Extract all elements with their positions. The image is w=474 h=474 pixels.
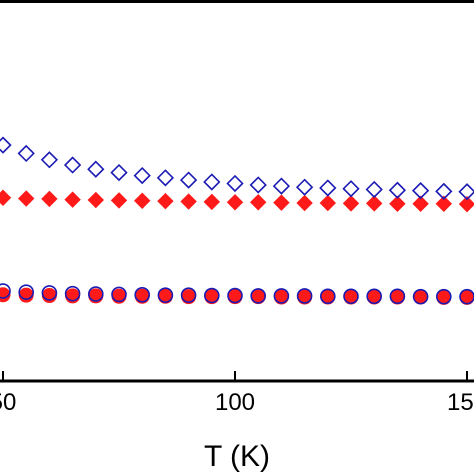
data-point	[110, 163, 128, 182]
x-tick-label: 150	[447, 389, 474, 416]
data-point	[180, 287, 197, 303]
data-point	[250, 288, 267, 304]
data-point	[226, 174, 244, 193]
x-axis-ticks: 50100150200250	[0, 371, 474, 416]
data-point	[296, 288, 313, 304]
data-point	[0, 189, 12, 206]
data-point	[365, 195, 383, 212]
data-point	[0, 136, 12, 154]
data-point	[110, 192, 128, 209]
data-point	[203, 173, 221, 191]
data-point	[133, 192, 151, 209]
data-point	[435, 288, 452, 305]
data-point	[40, 151, 59, 169]
data-point	[41, 190, 58, 208]
data-point	[88, 286, 104, 302]
plot-area	[0, 136, 474, 305]
data-point	[63, 156, 82, 174]
data-point	[41, 285, 58, 301]
data-point	[319, 194, 337, 212]
x-tick-label: 50	[0, 389, 16, 416]
data-point	[342, 195, 360, 212]
data-point	[134, 286, 150, 303]
data-point	[179, 171, 198, 189]
data-point	[227, 287, 243, 304]
data-point	[366, 288, 383, 305]
data-point	[319, 179, 337, 197]
data-point	[226, 194, 244, 211]
data-point	[17, 144, 35, 163]
data-point	[458, 195, 474, 213]
data-point	[18, 284, 35, 300]
data-point	[342, 180, 360, 198]
data-point	[156, 169, 175, 187]
data-point	[87, 191, 105, 209]
data-point	[249, 176, 267, 194]
data-point	[343, 288, 359, 305]
data-point	[296, 194, 313, 212]
data-point	[87, 160, 105, 178]
data-point	[273, 194, 290, 211]
data-point	[389, 288, 406, 305]
data-point	[0, 283, 11, 299]
data-point	[411, 181, 430, 200]
data-point	[435, 195, 453, 212]
data-point	[180, 193, 197, 210]
x-tick-label: 100	[215, 389, 255, 416]
data-point	[272, 177, 291, 195]
data-point	[458, 183, 474, 201]
data-point	[18, 287, 34, 303]
data-markers	[0, 136, 474, 305]
data-point	[435, 182, 453, 201]
data-point	[273, 288, 290, 304]
data-point	[64, 285, 81, 302]
data-point	[389, 195, 406, 212]
data-point	[64, 191, 81, 208]
x-axis-label: T (K)	[204, 440, 270, 473]
data-point	[204, 287, 220, 304]
data-point	[133, 166, 151, 185]
data-point	[319, 288, 336, 305]
data-point	[157, 192, 174, 210]
data-point	[412, 288, 429, 305]
data-point	[365, 180, 383, 199]
data-point	[412, 195, 429, 212]
data-point	[295, 178, 314, 196]
data-point	[17, 190, 35, 207]
data-point	[459, 288, 474, 305]
data-point	[111, 286, 127, 303]
data-point	[203, 193, 221, 211]
data-point	[249, 194, 267, 211]
data-point	[157, 287, 174, 303]
data-point	[388, 181, 407, 199]
